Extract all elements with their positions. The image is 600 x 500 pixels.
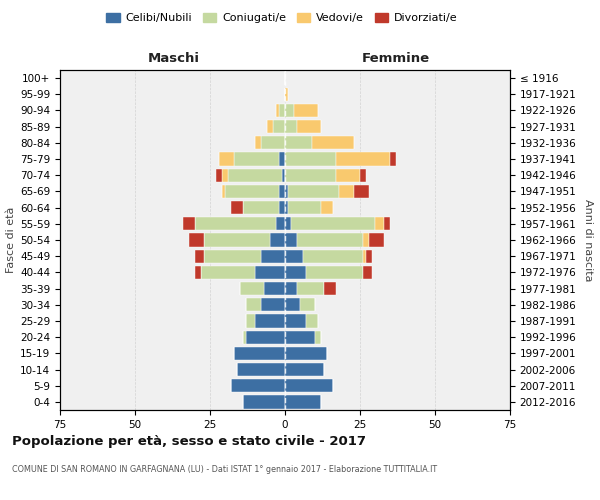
Bar: [363, 234, 369, 246]
Bar: [261, 298, 285, 312]
Bar: [267, 120, 273, 134]
Bar: [219, 152, 234, 166]
Bar: [285, 104, 294, 117]
Bar: [246, 330, 285, 344]
Bar: [243, 330, 246, 344]
Bar: [285, 168, 336, 182]
Bar: [276, 217, 285, 230]
Bar: [231, 379, 285, 392]
Bar: [366, 250, 372, 263]
Bar: [384, 217, 390, 230]
Y-axis label: Fasce di età: Fasce di età: [6, 207, 16, 273]
Bar: [375, 217, 384, 230]
Bar: [312, 136, 354, 149]
Text: Maschi: Maschi: [148, 52, 200, 65]
Bar: [285, 120, 297, 134]
Bar: [279, 185, 285, 198]
Bar: [285, 298, 300, 312]
Bar: [264, 282, 285, 295]
Bar: [216, 168, 222, 182]
Bar: [288, 185, 339, 198]
Bar: [195, 217, 276, 230]
Bar: [363, 250, 366, 263]
Bar: [282, 168, 285, 182]
Bar: [204, 234, 270, 246]
Bar: [291, 217, 375, 230]
Bar: [189, 234, 204, 246]
Bar: [279, 201, 285, 214]
Bar: [243, 201, 279, 214]
Bar: [222, 185, 225, 198]
Bar: [234, 346, 285, 360]
Bar: [195, 250, 204, 263]
Bar: [285, 217, 291, 230]
Bar: [285, 234, 297, 246]
Bar: [183, 217, 195, 230]
Bar: [363, 266, 372, 279]
Bar: [297, 234, 363, 246]
Bar: [231, 201, 243, 214]
Bar: [321, 201, 333, 214]
Bar: [279, 152, 285, 166]
Text: Popolazione per età, sesso e stato civile - 2017: Popolazione per età, sesso e stato civil…: [12, 435, 366, 448]
Bar: [285, 152, 336, 166]
Bar: [201, 266, 255, 279]
Bar: [336, 168, 360, 182]
Bar: [240, 282, 264, 295]
Bar: [243, 396, 285, 408]
Bar: [276, 104, 279, 117]
Bar: [285, 88, 288, 101]
Bar: [255, 136, 261, 149]
Bar: [237, 363, 285, 376]
Bar: [303, 250, 363, 263]
Bar: [285, 363, 324, 376]
Bar: [360, 168, 366, 182]
Bar: [300, 298, 315, 312]
Bar: [285, 396, 321, 408]
Bar: [285, 379, 333, 392]
Bar: [354, 185, 369, 198]
Bar: [285, 346, 327, 360]
Bar: [315, 330, 321, 344]
Bar: [279, 104, 285, 117]
Bar: [297, 120, 321, 134]
Legend: Celibi/Nubili, Coniugati/e, Vedovi/e, Divorziati/e: Celibi/Nubili, Coniugati/e, Vedovi/e, Di…: [102, 8, 462, 28]
Bar: [204, 250, 261, 263]
Bar: [270, 234, 285, 246]
Bar: [288, 201, 321, 214]
Bar: [369, 234, 384, 246]
Bar: [285, 266, 306, 279]
Bar: [261, 250, 285, 263]
Bar: [336, 152, 390, 166]
Bar: [285, 201, 288, 214]
Bar: [261, 136, 285, 149]
Text: COMUNE DI SAN ROMANO IN GARFAGNANA (LU) - Dati ISTAT 1° gennaio 2017 - Elaborazi: COMUNE DI SAN ROMANO IN GARFAGNANA (LU) …: [12, 465, 437, 474]
Bar: [285, 250, 303, 263]
Text: Femmine: Femmine: [362, 52, 430, 65]
Bar: [390, 152, 396, 166]
Bar: [285, 330, 315, 344]
Y-axis label: Anni di nascita: Anni di nascita: [583, 198, 593, 281]
Bar: [222, 168, 228, 182]
Bar: [234, 152, 279, 166]
Bar: [306, 314, 318, 328]
Bar: [306, 266, 363, 279]
Bar: [324, 282, 336, 295]
Bar: [297, 282, 324, 295]
Bar: [273, 120, 285, 134]
Bar: [285, 136, 312, 149]
Bar: [195, 266, 201, 279]
Bar: [285, 185, 288, 198]
Bar: [294, 104, 318, 117]
Bar: [285, 282, 297, 295]
Bar: [246, 314, 255, 328]
Bar: [225, 185, 279, 198]
Bar: [285, 314, 306, 328]
Bar: [255, 266, 285, 279]
Bar: [246, 298, 261, 312]
Bar: [339, 185, 354, 198]
Bar: [228, 168, 282, 182]
Bar: [255, 314, 285, 328]
